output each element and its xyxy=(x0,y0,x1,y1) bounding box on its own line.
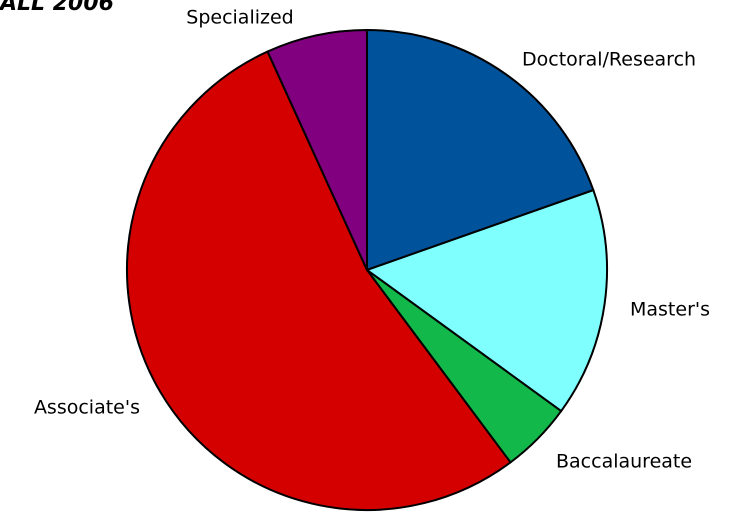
slice-label: Master's xyxy=(630,299,710,321)
pie-slice xyxy=(364,188,608,413)
chart-title: ALL 2006 xyxy=(0,0,114,16)
pie-slice xyxy=(266,28,368,271)
slice-label: Baccalaureate xyxy=(556,451,692,473)
slice-label: Specialized xyxy=(186,7,293,29)
pie-slice xyxy=(126,50,512,511)
slice-label: Doctoral/Research xyxy=(522,49,696,71)
slice-label: Associate's xyxy=(34,397,140,419)
